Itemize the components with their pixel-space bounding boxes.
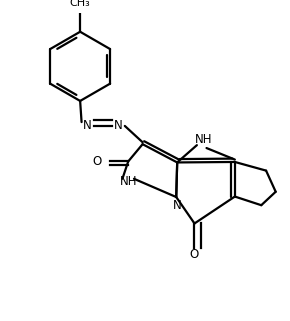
Text: N: N	[173, 199, 182, 212]
Text: O: O	[92, 155, 101, 168]
Text: NH: NH	[119, 175, 137, 188]
Text: NH: NH	[195, 133, 213, 146]
Text: O: O	[190, 248, 199, 261]
Text: CH₃: CH₃	[70, 0, 90, 8]
Text: N: N	[83, 119, 92, 133]
Text: N: N	[114, 119, 123, 133]
